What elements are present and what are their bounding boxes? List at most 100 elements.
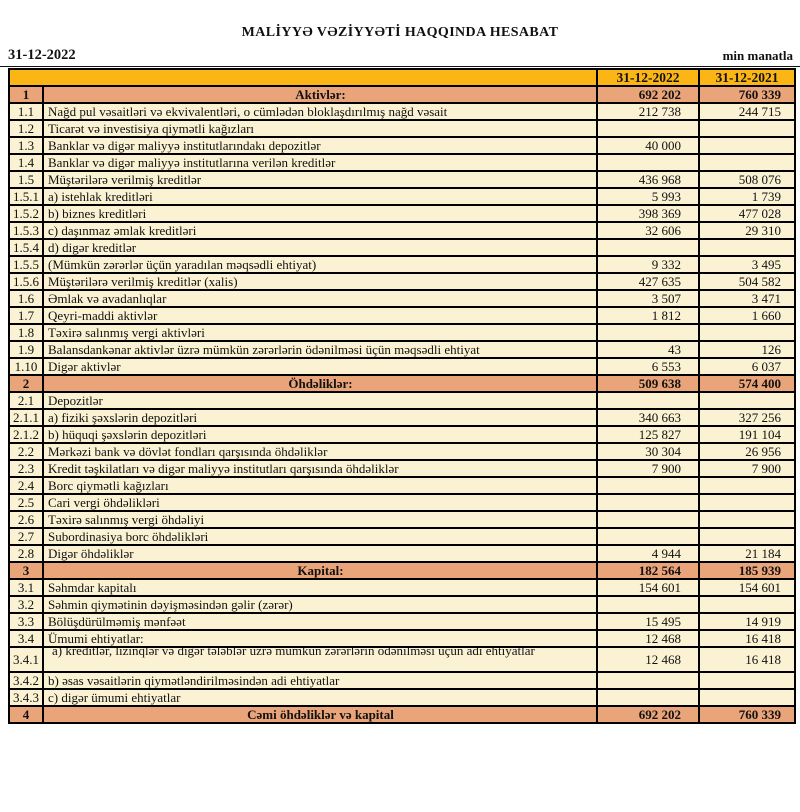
value-2021: 126 — [698, 340, 796, 359]
row-number: 1.8 — [8, 323, 44, 342]
row-label: Borc qiymətli kağızları — [42, 476, 598, 495]
value-2021: 185 939 — [698, 561, 796, 580]
value-2022: 6 553 — [596, 357, 700, 376]
value-2021 — [698, 136, 796, 155]
value-2022: 436 968 — [596, 170, 700, 189]
row-label: Müştərilərə verilmiş kreditlər (xalis) — [42, 272, 598, 291]
table-row: 3.4.2 b) əsas vəsaitlərin qiymətləndirilm… — [8, 671, 796, 690]
value-2022: 32 606 — [596, 221, 700, 240]
clipped-label-wrap: a) kreditlər, lizinqlər və digər tələblə… — [48, 648, 593, 670]
value-2022: 5 993 — [596, 187, 700, 206]
row-number: 1.5.4 — [8, 238, 44, 257]
row-number: 2.1 — [8, 391, 44, 410]
row-label: Ticarət və investisiya qiymətli kağızlar… — [42, 119, 598, 138]
table-row: 1.4 Banklar və digər maliyyə institutları… — [8, 153, 796, 172]
value-2022: 427 635 — [596, 272, 700, 291]
row-label: d) digər kreditlər — [42, 238, 598, 257]
header-empty-cell — [8, 68, 598, 87]
table-row: 1.10 Digər aktivlər 6 553 6 037 — [8, 357, 796, 376]
row-number: 1.5.3 — [8, 221, 44, 240]
table-row: 2.6 Təxirə salınmış vergi öhdəliyi — [8, 510, 796, 529]
table-row: 2.7 Subordinasiya borc öhdəlikləri — [8, 527, 796, 546]
row-label: Kapital: — [42, 561, 598, 580]
value-2021: 760 339 — [698, 85, 796, 104]
row-number: 1.5.6 — [8, 272, 44, 291]
value-2022 — [596, 391, 700, 410]
row-number: 3.2 — [8, 595, 44, 614]
row-number: 2.4 — [8, 476, 44, 495]
row-label: b) hüquqi şəxslərin depozitləri — [42, 425, 598, 444]
value-2021 — [698, 595, 796, 614]
value-2022 — [596, 671, 700, 690]
row-label: Ümumi ehtiyatlar: — [42, 629, 598, 648]
table-row: 1.7 Qeyri-maddi aktivlər 1 812 1 660 — [8, 306, 796, 325]
clipped-label-text: a) kreditlər, lizinqlər və digər tələblə… — [52, 648, 535, 658]
table-row: 1.9 Balansdankənar aktivlər üzrə mümkün z… — [8, 340, 796, 359]
value-2022: 398 369 — [596, 204, 700, 223]
row-number: 2.8 — [8, 544, 44, 563]
value-2022 — [596, 510, 700, 529]
row-label: Səhmdar kapitalı — [42, 578, 598, 597]
row-label: Kredit təşkilatları və digər maliyyə ins… — [42, 459, 598, 478]
value-2022: 340 663 — [596, 408, 700, 427]
value-2021 — [698, 510, 796, 529]
row-label: Əmlak və avadanlıqlar — [42, 289, 598, 308]
value-2021 — [698, 323, 796, 342]
row-number: 3 — [8, 561, 44, 580]
row-number: 2.1.1 — [8, 408, 44, 427]
value-2022: 692 202 — [596, 705, 700, 724]
row-label: Aktivlər: — [42, 85, 598, 104]
row-number: 2.7 — [8, 527, 44, 546]
balance-sheet-table: 31-12-2022 31-12-2021 1 Aktivlər: 692 202 7… — [8, 68, 796, 724]
value-2021: 6 037 — [698, 357, 796, 376]
value-2022: 12 468 — [596, 646, 700, 673]
value-2022: 9 332 — [596, 255, 700, 274]
table-row: 3.1 Səhmdar kapitalı 154 601 154 601 — [8, 578, 796, 597]
value-2022 — [596, 119, 700, 138]
value-2022 — [596, 323, 700, 342]
row-label: a) fiziki şəxslərin depozitləri — [42, 408, 598, 427]
row-number: 1.4 — [8, 153, 44, 172]
value-2021 — [698, 476, 796, 495]
row-number: 1.10 — [8, 357, 44, 376]
row-number: 1.5 — [8, 170, 44, 189]
table-row: 2.1.1 a) fiziki şəxslərin depozitləri 340 … — [8, 408, 796, 427]
row-number: 1.6 — [8, 289, 44, 308]
section-row: 2 Öhdəliklər: 509 638 574 400 — [8, 374, 796, 393]
value-2021: 7 900 — [698, 459, 796, 478]
table-row: 3.2 Səhmin qiymətinin dəyişməsindən gəlir… — [8, 595, 796, 614]
row-label: c) daşınmaz əmlak kreditləri — [42, 221, 598, 240]
row-number: 2.2 — [8, 442, 44, 461]
row-number: 1.1 — [8, 102, 44, 121]
value-2022: 7 900 — [596, 459, 700, 478]
value-2022 — [596, 688, 700, 707]
row-label: Qeyri-maddi aktivlər — [42, 306, 598, 325]
row-label: Subordinasiya borc öhdəlikləri — [42, 527, 598, 546]
value-2021: 504 582 — [698, 272, 796, 291]
row-label: Təxirə salınmış vergi öhdəliyi — [42, 510, 598, 529]
section-row: 1 Aktivlər: 692 202 760 339 — [8, 85, 796, 104]
value-2021: 14 919 — [698, 612, 796, 631]
row-number: 1.5.5 — [8, 255, 44, 274]
row-label: Səhmin qiymətinin dəyişməsindən gəlir (z… — [42, 595, 598, 614]
value-2021: 327 256 — [698, 408, 796, 427]
value-2022 — [596, 153, 700, 172]
value-2022 — [596, 476, 700, 495]
report-date: 31-12-2022 — [8, 47, 76, 63]
value-2021: 3 471 — [698, 289, 796, 308]
value-2022: 4 944 — [596, 544, 700, 563]
row-number: 3.4.2 — [8, 671, 44, 690]
table-row: 1.1 Nağd pul vəsaitləri və ekvivalentləri… — [8, 102, 796, 121]
value-2021 — [698, 119, 796, 138]
row-label: Müştərilərə verilmiş kreditlər — [42, 170, 598, 189]
row-label: b) biznes kreditləri — [42, 204, 598, 223]
row-label: (Mümkün zərərlər üçün yaradılan məqsədli… — [42, 255, 598, 274]
header-col-2022: 31-12-2022 — [596, 68, 700, 87]
value-2022: 509 638 — [596, 374, 700, 393]
row-number: 1.3 — [8, 136, 44, 155]
value-2021 — [698, 527, 796, 546]
row-label: Nağd pul vəsaitləri və ekvivalentləri, o… — [42, 102, 598, 121]
value-2021 — [698, 688, 796, 707]
value-2021 — [698, 671, 796, 690]
table-header-row: 31-12-2022 31-12-2021 — [8, 68, 796, 87]
